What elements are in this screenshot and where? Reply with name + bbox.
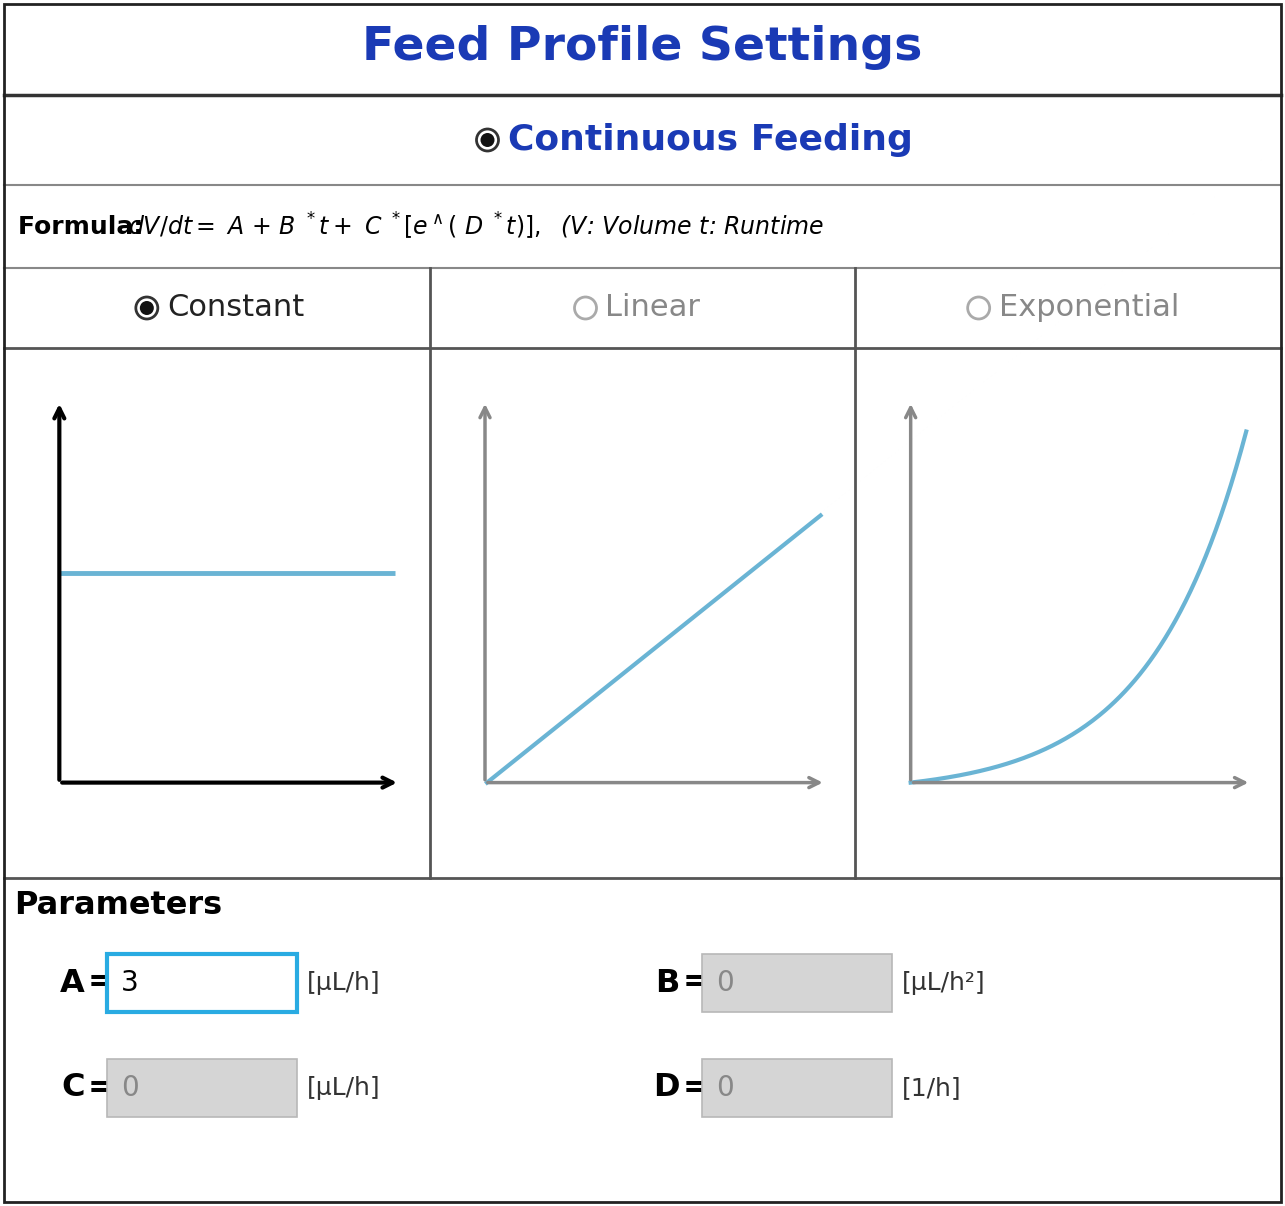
Text: C: C bbox=[62, 1072, 85, 1103]
Text: Exponential: Exponential bbox=[998, 293, 1180, 322]
Text: [1/h]: [1/h] bbox=[902, 1076, 961, 1100]
Text: 0: 0 bbox=[716, 968, 734, 997]
Text: =: = bbox=[684, 967, 709, 999]
Bar bbox=[702, 1059, 892, 1117]
Text: $dV/dt=$ $\mathbf{\it{A}}$ $+$ $\mathbf{\it{B}}$ $^*t+$ $\mathbf{\it{C}}$ $^*[e^: $dV/dt=$ $\mathbf{\it{A}}$ $+$ $\mathbf{… bbox=[128, 211, 824, 242]
Text: Continuous Feeding: Continuous Feeding bbox=[508, 123, 912, 157]
Text: [μL/h]: [μL/h] bbox=[307, 1076, 380, 1100]
Circle shape bbox=[481, 133, 495, 147]
Text: 0: 0 bbox=[121, 1075, 139, 1102]
Text: Parameters: Parameters bbox=[14, 890, 222, 921]
Text: [μL/h²]: [μL/h²] bbox=[902, 971, 986, 995]
Bar bbox=[702, 954, 892, 1012]
Text: A: A bbox=[60, 967, 85, 999]
Text: Formula:: Formula: bbox=[18, 215, 152, 239]
Text: =: = bbox=[684, 1072, 709, 1103]
Text: 3: 3 bbox=[121, 968, 139, 997]
Text: =: = bbox=[87, 967, 114, 999]
Text: Feed Profile Settings: Feed Profile Settings bbox=[362, 25, 923, 70]
Text: Constant: Constant bbox=[167, 293, 305, 322]
Text: D: D bbox=[654, 1072, 680, 1103]
Text: [μL/h]: [μL/h] bbox=[307, 971, 380, 995]
Circle shape bbox=[140, 302, 154, 315]
Bar bbox=[107, 954, 297, 1012]
Text: 0: 0 bbox=[716, 1075, 734, 1102]
Text: B: B bbox=[655, 967, 680, 999]
Text: =: = bbox=[87, 1072, 114, 1103]
Bar bbox=[107, 1059, 297, 1117]
Text: Linear: Linear bbox=[605, 293, 700, 322]
